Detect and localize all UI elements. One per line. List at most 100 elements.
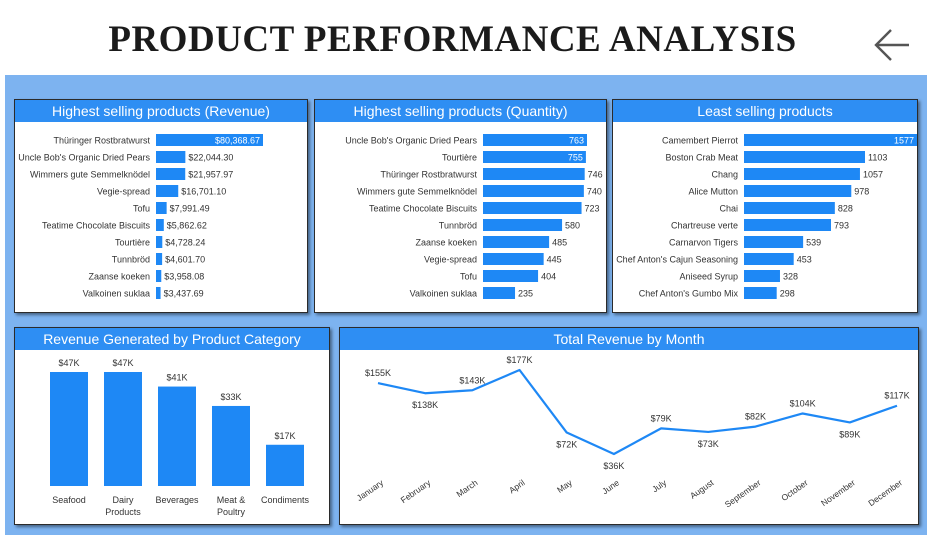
bar[interactable] (483, 253, 544, 265)
bar[interactable] (483, 219, 563, 231)
revenue-card: Highest selling products (Revenue) Thüri… (14, 99, 308, 313)
category-label: Chai (719, 204, 738, 214)
bar[interactable] (156, 270, 162, 282)
data-label: $3,437.69 (164, 289, 204, 299)
month-label: April (507, 477, 527, 495)
bar[interactable] (744, 168, 860, 180)
monthly-line-chart: $155K January $138K February $143K March $177K… (355, 355, 910, 509)
data-label: $155K (365, 368, 391, 378)
bar[interactable] (156, 202, 167, 214)
data-point[interactable] (376, 381, 381, 386)
least-selling-bar-chart: Camembert Pierrot 1577 Boston Crab Meat 110… (616, 134, 917, 299)
category-label: Thüringer Rostbratwurst (380, 170, 477, 180)
data-label: 485 (552, 238, 567, 248)
month-label: July (650, 477, 669, 494)
month-label: May (555, 477, 575, 495)
data-point[interactable] (659, 426, 664, 431)
card-title: Highest selling products (Quantity) (315, 100, 606, 122)
bar[interactable] (483, 202, 582, 214)
column[interactable] (212, 405, 250, 486)
column[interactable] (266, 444, 304, 486)
bar[interactable] (744, 219, 831, 231)
data-label: 539 (806, 238, 821, 248)
bar[interactable] (156, 236, 163, 248)
bar[interactable] (744, 287, 777, 299)
category-label: Vegie-spread (424, 255, 477, 265)
data-label: 978 (854, 187, 869, 197)
data-point[interactable] (423, 391, 428, 396)
data-point[interactable] (611, 452, 616, 457)
data-label: 746 (588, 170, 603, 180)
month-label: February (399, 477, 433, 505)
category-label: Teatime Chocolate Biscuits (42, 221, 151, 231)
bar[interactable] (483, 236, 550, 248)
page-title-text: PRODUCT PERFORMANCE ANALYSIS (108, 19, 797, 60)
data-point[interactable] (847, 420, 852, 425)
bar[interactable] (156, 168, 186, 180)
bar[interactable] (156, 287, 161, 299)
column[interactable] (50, 372, 88, 486)
month-label: November (819, 477, 857, 508)
card-title: Highest selling products (Revenue) (15, 100, 307, 122)
data-label: $22,044.30 (188, 153, 233, 163)
revenue-bar-chart: Thüringer Rostbratwurst $80,368.67 Uncle B… (18, 134, 263, 299)
back-button[interactable] (872, 28, 912, 62)
card-title: Least selling products (613, 100, 917, 122)
quantity-card: Highest selling products (Quantity) Uncl… (314, 99, 607, 313)
bar[interactable] (744, 236, 804, 248)
data-label: 298 (780, 289, 795, 299)
category-label: Thüringer Rostbratwurst (53, 136, 150, 146)
bar[interactable] (744, 202, 835, 214)
category-label: Tourtière (115, 238, 150, 248)
data-label: $16,701.10 (181, 187, 226, 197)
bar[interactable] (156, 151, 186, 163)
data-label: 755 (568, 153, 583, 163)
bar[interactable] (744, 151, 866, 163)
category-label: Poultry (217, 507, 246, 517)
data-label: $21,957.97 (188, 170, 233, 180)
category-label: Chef Anton's Cajun Seasoning (616, 255, 738, 265)
category-label: Uncle Bob's Organic Dried Pears (345, 136, 477, 146)
data-label: $117K (884, 391, 909, 401)
data-label: 723 (585, 204, 600, 214)
category-label: Wimmers gute Semmelknödel (30, 170, 150, 180)
data-point[interactable] (470, 388, 475, 393)
bar[interactable] (483, 151, 586, 163)
bar[interactable] (483, 134, 587, 146)
data-label: $36K (603, 461, 624, 471)
data-point[interactable] (517, 368, 522, 373)
bar[interactable] (156, 185, 179, 197)
category-label: Teatime Chocolate Biscuits (369, 204, 478, 214)
category-label: Tofu (460, 272, 477, 282)
data-point[interactable] (706, 429, 711, 434)
category-label: Dairy (112, 495, 134, 505)
data-point[interactable] (895, 403, 900, 408)
bar[interactable] (156, 219, 164, 231)
data-point[interactable] (564, 430, 569, 435)
bar[interactable] (483, 287, 516, 299)
bar[interactable] (156, 134, 263, 146)
bar[interactable] (744, 134, 917, 146)
column[interactable] (158, 386, 196, 486)
data-point[interactable] (800, 411, 805, 416)
bar[interactable] (483, 168, 585, 180)
month-label: June (600, 477, 621, 496)
bar[interactable] (483, 270, 539, 282)
bar[interactable] (744, 185, 852, 197)
column[interactable] (104, 372, 142, 486)
data-label: $7,991.49 (170, 204, 210, 214)
category-label: Meat & (217, 495, 246, 505)
data-point[interactable] (753, 424, 758, 429)
data-label: $41K (166, 373, 187, 383)
data-label: 235 (518, 289, 533, 299)
category-label: Products (105, 507, 141, 517)
monthly-card: Total Revenue by Month $155K January $138K… (339, 327, 919, 525)
category-label: Condiments (261, 495, 310, 505)
bar[interactable] (744, 270, 780, 282)
bar[interactable] (483, 185, 584, 197)
bar[interactable] (156, 253, 163, 265)
data-label: 793 (834, 221, 849, 231)
bar[interactable] (744, 253, 794, 265)
category-card: Revenue Generated by Product Category $4… (14, 327, 330, 525)
data-label: 1057 (863, 170, 883, 180)
